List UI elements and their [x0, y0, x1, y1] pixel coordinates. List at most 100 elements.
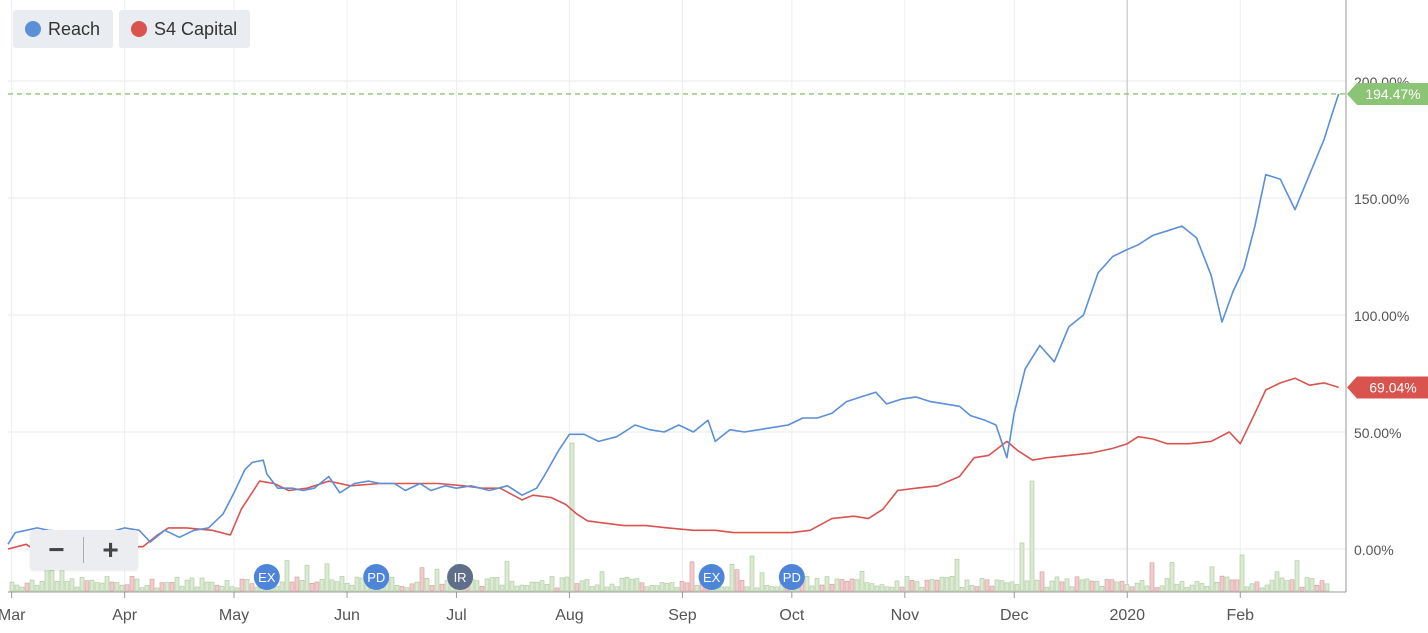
volume-bar [599, 571, 605, 592]
volume-bar [409, 583, 415, 592]
volume-bar [559, 577, 565, 592]
series-line-s4-capital [7, 377, 1339, 553]
volume-bar [909, 580, 915, 592]
volume-bar [1024, 580, 1030, 592]
volume-bar [1079, 579, 1085, 592]
volume-bar [489, 577, 495, 592]
zoom-out-button[interactable]: − [48, 534, 65, 565]
volume-bar [1309, 578, 1315, 592]
volume-bar [924, 579, 930, 592]
legend-label-reach: Reach [48, 18, 101, 39]
legend-item-reach[interactable]: Reach [13, 10, 114, 48]
volume-bar [864, 582, 870, 592]
x-tick-label: Oct [779, 607, 804, 624]
volume-bar [989, 585, 995, 592]
volume-bar [164, 582, 170, 592]
volume-bar [949, 575, 955, 592]
volume-bar [744, 586, 750, 592]
volume-bar [174, 576, 180, 592]
volume-bar [1204, 585, 1210, 592]
x-tick-label: Jun [334, 607, 360, 624]
volume-bar [1114, 581, 1120, 592]
volume-bar [499, 584, 505, 592]
volume-bar [434, 568, 440, 592]
volume-bar [359, 577, 365, 592]
volume-bar [119, 584, 125, 592]
volume-bar [554, 587, 560, 592]
volume-bar [819, 584, 825, 592]
volume-bar [994, 579, 1000, 592]
volume-bar [224, 580, 230, 592]
zoom-control: − + [30, 530, 138, 570]
y-tick-label: 50.00% [1354, 425, 1401, 441]
volume-bar [874, 585, 880, 592]
volume-bar [274, 586, 280, 592]
volume-bar [1049, 580, 1055, 592]
volume-bar [1129, 586, 1135, 592]
volume-bar [1039, 571, 1045, 592]
volume-bar [34, 584, 40, 592]
volume-bar [1264, 584, 1270, 592]
volume-bar [154, 587, 160, 592]
volume-bar [334, 581, 340, 592]
event-marker-label: PD [783, 570, 801, 585]
volume-bar [939, 576, 945, 592]
volume-bar [644, 586, 650, 592]
volume-bar [1084, 578, 1090, 592]
volume-bar [869, 583, 875, 592]
volume-bar [84, 580, 90, 592]
last-value-labels: 194.47% 69.04% [1347, 82, 1428, 399]
volume-bar [814, 578, 820, 592]
volume-bar [309, 583, 315, 592]
volume-bar [1199, 583, 1205, 592]
legend-item-s4-capital[interactable]: S4 Capital [119, 10, 251, 48]
volume-bar [1124, 584, 1130, 592]
volume-bar [894, 580, 900, 592]
volume-bar [774, 586, 780, 592]
volume-bar [1194, 581, 1200, 592]
volume-bar [399, 586, 405, 592]
volume-bar [934, 579, 940, 592]
volume-bar [414, 581, 420, 592]
volume-bar [1089, 580, 1095, 592]
volume-bar [209, 581, 215, 592]
volume-bar [299, 580, 305, 592]
volume-bar [1219, 575, 1225, 592]
volume-bar [604, 586, 610, 592]
volume-bar [879, 584, 885, 592]
volume-bar [1254, 581, 1260, 592]
volume-bar [954, 558, 960, 592]
volume-bar [1154, 587, 1160, 592]
volume-bar [54, 581, 60, 592]
volume-bar [719, 586, 725, 592]
volume-bar [229, 586, 235, 592]
zoom-in-button[interactable]: + [102, 534, 119, 565]
volume-bar [904, 576, 910, 592]
volume-bar [314, 581, 320, 592]
volume-bar [669, 582, 675, 592]
volume-bar [1139, 580, 1145, 592]
volume-bar [79, 577, 85, 592]
volume-bar [739, 580, 745, 592]
volume-bar [474, 580, 480, 592]
volume-bar [974, 586, 980, 592]
legend-label-s4-capital: S4 Capital [154, 18, 238, 39]
volume-bar [1094, 580, 1100, 592]
volume-bar [674, 587, 680, 592]
event-marker-ex [253, 564, 280, 590]
volume-bar [724, 586, 730, 592]
volume-bar [129, 576, 135, 592]
volume-bar [584, 579, 590, 592]
volume-bar [1184, 587, 1190, 592]
volume-bar [234, 587, 240, 592]
volume-bar [329, 579, 335, 592]
volume-bar [634, 578, 640, 592]
volume-bar [544, 584, 550, 592]
volume-bar [1034, 579, 1040, 592]
volume-bar [284, 560, 290, 592]
x-tick-label: Sep [668, 607, 697, 624]
volume-bar [534, 581, 540, 592]
volume-bar [279, 581, 285, 592]
volume-bar [919, 586, 925, 592]
